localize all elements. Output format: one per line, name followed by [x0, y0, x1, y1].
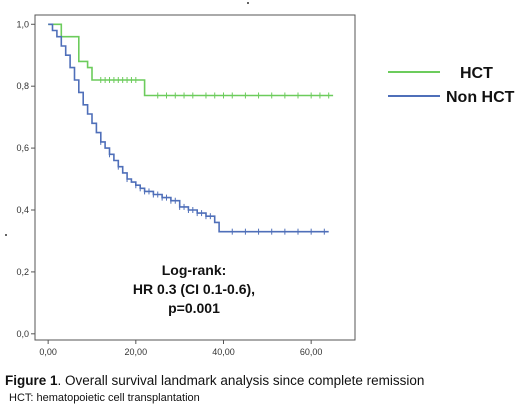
y-tick-label: 1,0 [16, 19, 29, 29]
y-tick-label: 0,6 [16, 143, 29, 153]
y-tick-label: 0,0 [16, 329, 29, 339]
annotation-line-2: HR 0.3 (CI 0.1-0.6), [133, 281, 255, 297]
x-tick-label: 40,00 [212, 347, 235, 357]
figure-caption: Figure 1. Overall survival landmark anal… [5, 372, 515, 406]
annotation-line-3: p=0.001 [168, 300, 220, 316]
stray-dot-top [247, 2, 249, 4]
legend-non-hct-label: Non HCT [446, 89, 515, 106]
caption-figure-label: Figure 1 [5, 373, 58, 388]
x-tick-label: 20,00 [125, 347, 148, 357]
caption-footnote: HCT: hematopoietic cell transplantation [9, 392, 200, 404]
legend-hct-label: HCT [460, 65, 493, 82]
series-layer [48, 23, 334, 235]
chart-svg: 0,0 0,2 0,4 0,6 0,8 1,0 0,00 20,00 40,00 60,00 H… [5, 2, 515, 357]
caption-text: . Overall survival landmark analysis sin… [57, 373, 425, 388]
x-axis-ticks: 0,00 20,00 40,00 60,00 [39, 340, 322, 357]
stray-dot-left [5, 234, 7, 236]
series-hct-line [48, 23, 334, 97]
y-tick-label: 0,2 [16, 267, 29, 277]
km-chart: 0,0 0,2 0,4 0,6 0,8 1,0 0,00 20,00 40,00 60,00 H… [5, 2, 515, 357]
y-tick-label: 0,4 [16, 205, 29, 215]
x-tick-label: 60,00 [300, 347, 323, 357]
x-tick-label: 0,00 [39, 347, 57, 357]
y-axis-ticks: 0,0 0,2 0,4 0,6 0,8 1,0 [16, 19, 35, 339]
annotation-line-1: Log-rank: [162, 262, 227, 278]
y-tick-label: 0,8 [16, 81, 29, 91]
plot-frame [34, 14, 356, 341]
legend: HCT Non HCT [388, 65, 515, 106]
caption-line: Figure 1. Overall survival landmark anal… [5, 372, 515, 390]
